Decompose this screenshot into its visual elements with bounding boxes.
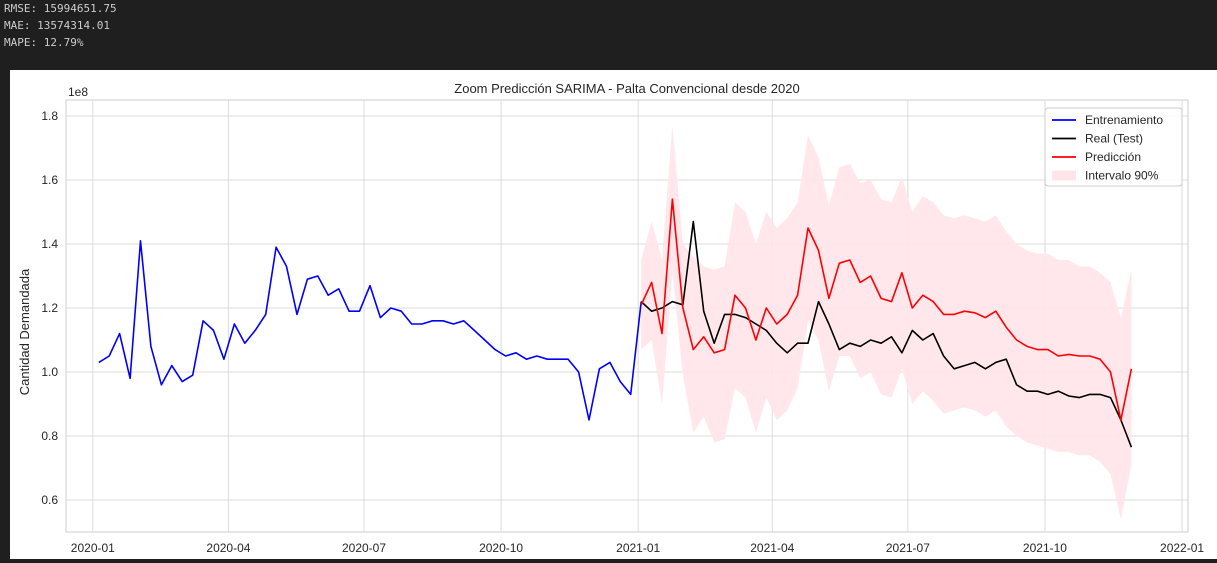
y-tick-label: 0.6 <box>41 493 58 507</box>
legend-label: Intervalo 90% <box>1085 169 1159 183</box>
legend-label: Predicción <box>1085 150 1141 164</box>
mae-line: MAE: 13574314.01 <box>4 19 110 32</box>
y-tick-label: 1.2 <box>41 301 58 315</box>
training-line <box>98 240 642 421</box>
test-line <box>640 220 1133 448</box>
x-tick-label: 2022-01 <box>1160 541 1204 555</box>
y-tick-label: 1.8 <box>41 109 58 123</box>
console-output: RMSE: 15994651.75 MAE: 13574314.01 MAPE:… <box>0 0 1217 70</box>
chart-svg: Zoom Predicción SARIMA - Palta Convencio… <box>17 81 1205 555</box>
y-tick-label: 1.6 <box>41 173 58 187</box>
chart-figure: Zoom Predicción SARIMA - Palta Convencio… <box>10 70 1217 559</box>
legend-box <box>1044 107 1183 187</box>
legend-label: Real (Test) <box>1085 132 1143 146</box>
chart-title: Zoom Predicción SARIMA - Palta Convencio… <box>454 81 799 96</box>
y-tick-label: 0.8 <box>41 429 58 443</box>
x-tick-label: 2021-07 <box>886 541 930 555</box>
y-tick-label: 1.4 <box>41 237 58 251</box>
y-axis-label: Cantidad Demandada <box>17 268 32 395</box>
x-tick-label: 2020-04 <box>206 541 250 555</box>
mape-line: MAPE: 12.79% <box>4 36 84 49</box>
x-tick-label: 2020-07 <box>342 541 386 555</box>
legend-swatch <box>1052 170 1076 181</box>
interval-band-layer <box>641 125 1132 520</box>
x-tick-label: 2020-01 <box>71 541 115 555</box>
y-scale-label: 1e8 <box>68 85 88 99</box>
legend: Entrenamiento Real (Test) Predicción Interv… <box>1044 107 1183 187</box>
x-tick-label: 2021-01 <box>616 541 660 555</box>
rmse-line: RMSE: 15994651.75 <box>4 2 117 15</box>
y-tick-labels: 0.6 0.8 1.0 1.2 1.4 1.6 1.8 <box>41 109 58 507</box>
series-lines-layer <box>98 198 1133 448</box>
x-tick-label: 2020-10 <box>479 541 523 555</box>
x-tick-label: 2021-10 <box>1023 541 1067 555</box>
prediction-line <box>640 198 1133 421</box>
x-tick-labels: 2020-01 2020-04 2020-07 2020-10 2021-01 2021-… <box>71 541 1205 555</box>
x-tick-label: 2021-04 <box>750 541 794 555</box>
legend-label: Entrenamiento <box>1085 113 1163 127</box>
interval-90-band <box>641 125 1132 520</box>
y-tick-label: 1.0 <box>41 365 58 379</box>
